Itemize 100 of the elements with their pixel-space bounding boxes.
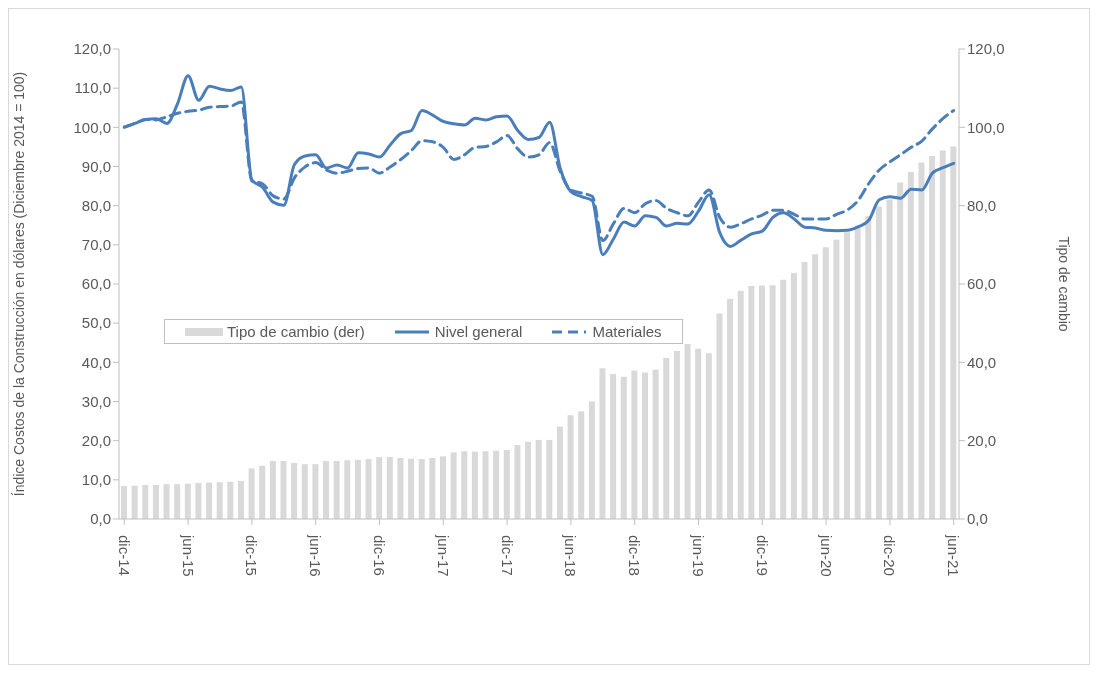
bar	[695, 348, 702, 519]
y-tick-label: 50,0	[81, 314, 111, 332]
x-tick-label: jun-17	[434, 534, 452, 577]
bar	[886, 199, 893, 519]
y-tick-label: 70,0	[81, 236, 111, 254]
bar	[142, 484, 149, 519]
bar	[610, 374, 617, 519]
bar	[620, 376, 627, 519]
bar	[546, 439, 553, 519]
bar	[737, 290, 744, 519]
bar	[663, 358, 670, 519]
bar	[461, 451, 468, 519]
bar	[280, 461, 287, 519]
bar	[152, 484, 159, 519]
bar	[588, 401, 595, 519]
x-tick-label: dic-18	[626, 535, 644, 576]
bar	[684, 343, 691, 519]
bar	[482, 451, 489, 519]
bar	[631, 370, 638, 519]
bar	[450, 452, 457, 519]
bar	[599, 368, 606, 519]
x-tick-label: dic-17	[498, 535, 516, 576]
legend-label: Tipo de cambio (der)	[227, 323, 365, 340]
bar	[535, 439, 542, 519]
bar	[716, 313, 723, 519]
x-tick-label: jun-15	[179, 534, 197, 577]
bar	[514, 444, 521, 519]
x-tick-label: jun-20	[817, 534, 835, 577]
bar	[131, 485, 138, 519]
bar	[578, 411, 585, 519]
y2-axis-title: Tipo de cambio	[1056, 236, 1073, 332]
bar	[503, 450, 510, 519]
bar	[471, 451, 478, 519]
x-tick-label: jun-16	[307, 534, 325, 577]
bar	[907, 171, 914, 519]
bar	[439, 456, 446, 519]
bar	[259, 465, 266, 519]
bar	[780, 279, 787, 519]
y-tick-label: 100,0	[73, 118, 111, 136]
y-tick-label: 10,0	[81, 471, 111, 489]
bar	[269, 461, 276, 519]
bar	[833, 239, 840, 519]
bar	[567, 415, 574, 519]
bar	[408, 458, 415, 519]
y-tick-label: 30,0	[81, 392, 111, 410]
bar	[386, 457, 393, 519]
bar	[652, 369, 659, 519]
x-tick-label: jun-19	[689, 534, 707, 577]
bar	[429, 457, 436, 519]
bar	[206, 482, 213, 519]
bar	[216, 482, 223, 519]
bar	[376, 457, 383, 519]
bar	[929, 155, 936, 519]
bar	[248, 468, 255, 519]
y-tick-label: 20,0	[81, 431, 111, 449]
bar	[642, 372, 649, 519]
y-tick-label: 40,0	[81, 353, 111, 371]
legend-label: Nivel general	[434, 323, 523, 340]
legend-label: Materiales	[592, 323, 662, 340]
y-tick-label: 110,0	[74, 79, 111, 97]
bar	[174, 484, 181, 519]
bar	[556, 426, 563, 519]
bar	[195, 482, 202, 519]
bar	[897, 182, 904, 519]
bar	[812, 254, 819, 519]
x-tick-label: dic-19	[753, 535, 771, 576]
bar	[418, 459, 425, 519]
bar	[758, 285, 765, 519]
y-tick-label: 120,0	[73, 40, 111, 58]
bar	[727, 298, 734, 519]
x-tick-label: jun-21	[945, 534, 963, 577]
bar	[918, 162, 925, 519]
bar	[705, 353, 712, 519]
bar	[237, 481, 244, 519]
bar	[184, 483, 191, 519]
bar	[493, 450, 500, 519]
bar	[344, 460, 351, 519]
y2-tick-label: 0,0	[967, 510, 988, 528]
y2-tick-label: 80,0	[967, 196, 997, 214]
y-tick-label: 80,0	[81, 196, 111, 214]
x-tick-label: dic-14	[115, 535, 133, 576]
bar	[950, 146, 957, 519]
y-axis-title: Índice Costos de la Construcción en dólares (Diciembre 2014 = 100)	[10, 71, 27, 497]
bar	[301, 464, 308, 519]
y2-tick-label: 60,0	[967, 275, 997, 293]
bar	[748, 285, 755, 519]
y-tick-label: 90,0	[81, 157, 111, 175]
bar	[854, 225, 861, 519]
bar	[227, 481, 234, 519]
bar	[121, 486, 127, 519]
y2-tick-label: 100,0	[967, 118, 1005, 136]
bar	[365, 459, 372, 519]
bar	[323, 461, 330, 519]
y-tick-label: 0,0	[90, 510, 111, 528]
x-tick-label: dic-16	[371, 535, 389, 576]
bar	[673, 350, 680, 519]
bar	[822, 247, 829, 519]
x-tick-label: dic-15	[243, 535, 261, 576]
y2-tick-label: 20,0	[967, 431, 997, 449]
bar	[801, 262, 808, 519]
